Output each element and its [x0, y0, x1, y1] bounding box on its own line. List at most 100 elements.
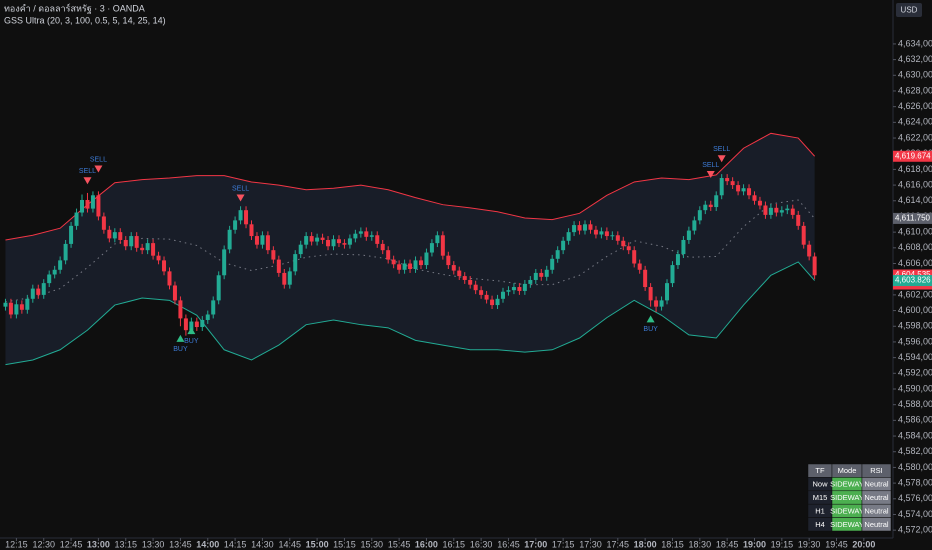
candle-body	[172, 285, 177, 301]
candle-body	[326, 239, 331, 247]
candle-body	[238, 210, 243, 221]
candle-body	[391, 259, 396, 265]
candle-body	[265, 235, 270, 251]
candle-body	[107, 229, 112, 239]
candle-body	[763, 205, 768, 215]
x-tick-label: 16:00	[415, 539, 438, 549]
x-tick-label: 18:45	[716, 539, 739, 549]
signal-marker	[176, 334, 185, 342]
price-label: 4,611.750	[895, 214, 931, 223]
y-tick-label: 4,600,000	[898, 305, 932, 315]
x-tick-label: 19:15	[771, 539, 794, 549]
x-tick-label: 19:00	[743, 539, 766, 549]
band-lower	[5, 261, 816, 366]
y-tick-label: 4,608,000	[898, 242, 932, 252]
candle-body	[457, 270, 462, 277]
candle-body	[69, 225, 74, 244]
x-tick-label: 12:15	[5, 539, 28, 549]
table-text: SIDEWAY	[830, 480, 864, 489]
table-text: SIDEWAY	[830, 493, 864, 502]
table-text: H1	[815, 506, 825, 515]
table-text: SIDEWAY	[830, 520, 864, 529]
x-tick-label: 13:45	[169, 539, 192, 549]
signal-label: BUY	[184, 338, 199, 345]
y-tick-label: 4,614,000	[898, 195, 932, 205]
price-label: 4,603.826	[895, 276, 931, 285]
signal-marker	[717, 155, 726, 163]
x-tick-label: 16:15	[443, 539, 466, 549]
y-tick-label: 4,618,000	[898, 164, 932, 174]
table-text: H4	[815, 520, 825, 529]
candle-body	[637, 263, 642, 270]
candle-body	[249, 224, 254, 237]
candle-body	[446, 255, 451, 266]
table-text: SIDEWAY	[830, 506, 864, 515]
currency[interactable]: USD	[901, 6, 918, 15]
y-tick-label: 4,628,000	[898, 85, 932, 95]
candle-body	[500, 291, 505, 299]
x-tick-label: 14:30	[251, 539, 274, 549]
x-tick-label: 12:45	[60, 539, 83, 549]
candle-body	[254, 236, 259, 245]
table-cell	[861, 517, 892, 532]
candle-body	[583, 224, 588, 231]
candle-body	[47, 274, 52, 284]
y-tick-label: 4,626,000	[898, 101, 932, 111]
currency-box[interactable]	[896, 3, 922, 17]
candle-body	[227, 229, 232, 250]
candle-body	[282, 272, 287, 285]
candle-body	[375, 235, 380, 244]
y-tick-label: 4,602,000	[898, 289, 932, 299]
y-tick-label: 4,594,000	[898, 352, 932, 362]
y-tick-label: 4,610,000	[898, 227, 932, 237]
candle-body	[342, 243, 347, 245]
price-label: 4,619.674	[895, 151, 931, 160]
candle-body	[774, 207, 779, 213]
x-tick-label: 13:30	[142, 539, 165, 549]
candle-body	[692, 220, 697, 231]
signal-marker	[187, 327, 196, 335]
candle-body	[8, 302, 13, 315]
candle-body	[812, 256, 817, 276]
x-tick-label: 14:15	[224, 539, 247, 549]
candle-body	[418, 260, 423, 266]
table-text: Now	[812, 480, 828, 489]
candle-body	[725, 178, 730, 182]
candle-body	[435, 235, 440, 244]
table-text: Neutral	[864, 506, 889, 515]
candle-body	[298, 244, 303, 255]
candle-body	[222, 249, 227, 276]
candle-body	[167, 271, 172, 286]
candle-body	[424, 252, 429, 266]
candle-body	[440, 235, 445, 256]
candle-body	[36, 288, 41, 295]
candle-body	[101, 216, 106, 230]
candle-body	[490, 299, 495, 306]
x-tick-label: 15:00	[306, 539, 329, 549]
candle-body	[183, 318, 188, 331]
candle-body	[511, 287, 516, 291]
candle-body	[287, 271, 292, 285]
signal-label: SELL	[232, 185, 249, 192]
candle-body	[205, 314, 210, 320]
candle-body	[621, 240, 626, 247]
y-tick-label: 4,576,000	[898, 493, 932, 503]
x-tick-label: 20:00	[852, 539, 875, 549]
candle-body	[468, 279, 473, 285]
candle-body	[555, 250, 560, 259]
candle-body	[156, 255, 161, 261]
x-tick-label: 15:45	[388, 539, 411, 549]
candle-body	[63, 243, 68, 261]
indicator-label: GSS Ultra (20, 3, 100, 0.5, 5, 14, 25, 1…	[4, 15, 166, 25]
candle-body	[129, 236, 134, 247]
y-tick-label: 4,574,000	[898, 509, 932, 519]
candle-body	[85, 199, 90, 209]
y-tick-label: 4,622,000	[898, 132, 932, 142]
candle-body	[610, 235, 615, 237]
signal-label: BUY	[173, 346, 188, 353]
candle-body	[353, 233, 358, 239]
candle-body	[315, 237, 320, 242]
candle-body	[19, 304, 24, 310]
